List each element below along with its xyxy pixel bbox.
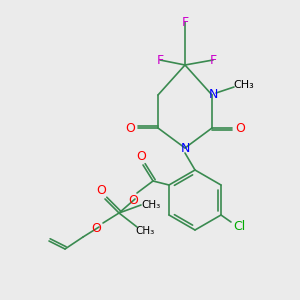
Text: F: F [156, 53, 164, 67]
Text: N: N [208, 88, 218, 101]
Text: F: F [209, 53, 217, 67]
Text: O: O [128, 194, 138, 208]
Text: O: O [235, 122, 245, 134]
Text: CH₃: CH₃ [234, 80, 254, 90]
Text: O: O [136, 151, 146, 164]
Text: N: N [180, 142, 190, 154]
Text: CH₃: CH₃ [141, 200, 160, 210]
Text: CH₃: CH₃ [135, 226, 154, 236]
Text: F: F [182, 16, 189, 28]
Text: Cl: Cl [233, 220, 245, 233]
Text: O: O [96, 184, 106, 197]
Text: O: O [125, 122, 135, 134]
Text: O: O [91, 221, 101, 235]
